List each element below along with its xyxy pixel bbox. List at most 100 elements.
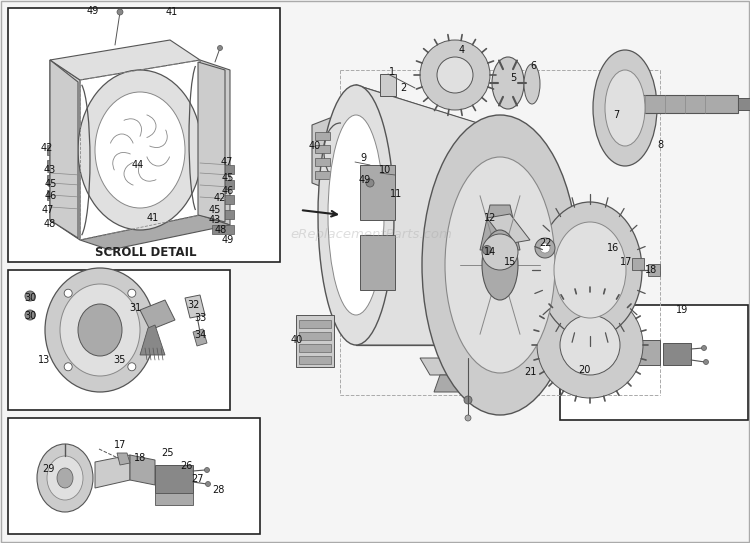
Bar [212, 210, 234, 219]
Ellipse shape [560, 315, 620, 375]
Bar [212, 195, 234, 204]
Ellipse shape [492, 57, 524, 109]
Ellipse shape [554, 222, 626, 318]
Text: 42: 42 [214, 193, 226, 203]
Bar [47, 190, 69, 200]
Bar [299, 332, 331, 340]
Bar [212, 180, 234, 189]
Text: 29: 29 [42, 464, 54, 474]
Text: 47: 47 [42, 205, 54, 215]
Text: 43: 43 [44, 165, 56, 175]
Ellipse shape [701, 345, 706, 350]
Polygon shape [140, 325, 165, 355]
Text: 17: 17 [620, 257, 632, 267]
Text: 12: 12 [484, 213, 496, 223]
Polygon shape [117, 453, 130, 465]
Polygon shape [50, 60, 80, 240]
Ellipse shape [25, 291, 35, 301]
Polygon shape [140, 300, 175, 330]
Ellipse shape [128, 289, 136, 297]
Bar [360, 235, 395, 290]
Text: 26: 26 [180, 461, 192, 471]
Text: 49: 49 [358, 175, 371, 185]
Text: 1: 1 [389, 67, 395, 77]
Ellipse shape [585, 340, 615, 376]
Ellipse shape [95, 92, 185, 208]
Text: 42: 42 [40, 143, 53, 153]
Bar [315, 158, 330, 166]
Text: 8: 8 [657, 140, 663, 150]
Bar [299, 344, 331, 352]
Text: 5: 5 [510, 73, 516, 83]
Text: 16: 16 [607, 243, 619, 253]
Bar [560, 305, 748, 420]
Text: 33: 33 [194, 313, 206, 323]
Polygon shape [198, 62, 225, 222]
Text: 34: 34 [194, 330, 206, 340]
Ellipse shape [420, 40, 490, 110]
Text: eReplacementParts.com: eReplacementParts.com [290, 228, 452, 241]
Text: 49: 49 [87, 6, 99, 16]
Ellipse shape [482, 234, 518, 270]
Text: 45: 45 [209, 205, 221, 215]
Bar [47, 145, 69, 155]
Ellipse shape [57, 468, 73, 488]
Polygon shape [420, 358, 540, 375]
Text: 31: 31 [129, 303, 141, 313]
Ellipse shape [535, 238, 555, 258]
Text: 18: 18 [134, 453, 146, 463]
Ellipse shape [47, 456, 83, 500]
Bar [380, 74, 396, 96]
Bar [299, 320, 331, 328]
Ellipse shape [464, 396, 472, 404]
Text: 4: 4 [459, 45, 465, 55]
Polygon shape [312, 118, 340, 190]
Text: 46: 46 [222, 186, 234, 196]
Ellipse shape [460, 130, 536, 346]
Polygon shape [480, 205, 520, 250]
Polygon shape [356, 85, 500, 345]
Text: 9: 9 [360, 153, 366, 163]
Ellipse shape [422, 115, 578, 415]
Ellipse shape [78, 304, 122, 356]
Ellipse shape [117, 9, 123, 15]
Polygon shape [95, 455, 130, 488]
Ellipse shape [205, 468, 209, 472]
Bar [630, 340, 660, 365]
Text: 48: 48 [214, 225, 227, 235]
Text: 41: 41 [147, 213, 159, 223]
Ellipse shape [482, 230, 518, 300]
Bar [738, 98, 750, 110]
Ellipse shape [473, 163, 523, 313]
Text: 40: 40 [291, 335, 303, 345]
Bar [315, 171, 330, 179]
Ellipse shape [576, 330, 624, 386]
Ellipse shape [465, 415, 471, 421]
Text: 27: 27 [190, 474, 203, 484]
Bar [648, 264, 660, 276]
Text: 47: 47 [220, 157, 233, 167]
Text: 20: 20 [578, 365, 590, 375]
Bar [8, 418, 260, 534]
Text: 13: 13 [38, 355, 50, 365]
Bar [212, 225, 234, 234]
Text: 32: 32 [187, 300, 200, 310]
Bar [360, 165, 395, 220]
Polygon shape [50, 60, 78, 238]
Ellipse shape [60, 284, 140, 376]
Bar [8, 8, 280, 262]
Bar [299, 356, 331, 364]
Ellipse shape [206, 482, 211, 487]
Ellipse shape [64, 363, 72, 371]
Ellipse shape [366, 179, 374, 187]
Ellipse shape [318, 85, 394, 345]
Polygon shape [50, 40, 200, 80]
Text: 22: 22 [540, 238, 552, 248]
Bar [155, 465, 193, 493]
Text: 25: 25 [162, 448, 174, 458]
Bar [155, 493, 193, 505]
Text: 14: 14 [484, 247, 496, 257]
Text: 30: 30 [24, 311, 36, 321]
Text: SCROLL DETAIL: SCROLL DETAIL [95, 245, 196, 258]
Polygon shape [185, 295, 205, 318]
